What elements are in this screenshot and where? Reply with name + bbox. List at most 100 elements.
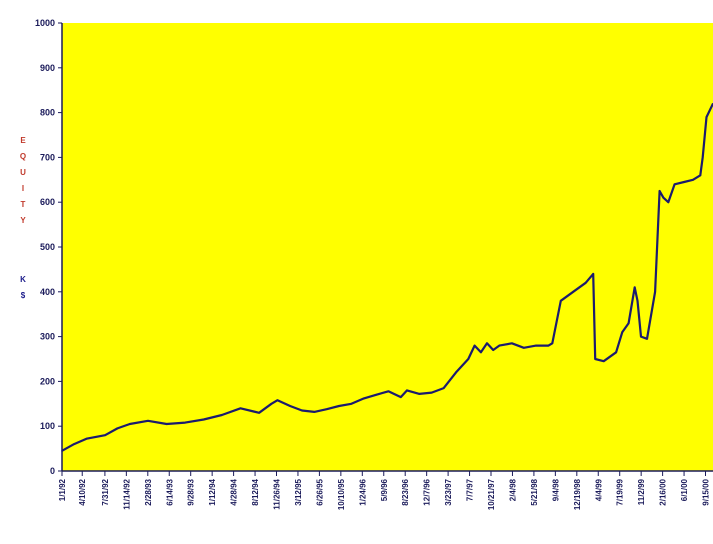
y-tick-label: 500 (40, 242, 55, 252)
data-point (547, 344, 550, 347)
data-point (387, 390, 390, 393)
data-point (633, 286, 636, 289)
data-point (692, 179, 694, 181)
data-point (258, 411, 260, 414)
data-point (301, 409, 303, 412)
data-point (592, 273, 595, 275)
data-point (699, 174, 702, 177)
y-axis-label-letter: U (20, 168, 26, 177)
x-tick-label: 8/12/94 (251, 478, 260, 505)
y-axis: 0 100 200 300 400 500 600 700 800 900 1000 (35, 18, 62, 476)
x-tick-label: 6/26/95 (315, 478, 324, 505)
x-tick-label: 12/7/96 (423, 478, 432, 505)
x-tick-label: 5/9/96 (380, 478, 389, 501)
data-point (480, 351, 482, 354)
data-point (673, 183, 676, 186)
series-group (61, 102, 713, 452)
data-point (572, 291, 574, 293)
data-point (455, 371, 457, 374)
data-point (289, 405, 291, 407)
x-tick-label: 5/21/98 (530, 478, 539, 505)
x-tick-label: 10/21/97 (487, 478, 496, 510)
data-point (667, 201, 670, 203)
y-tick-label: 800 (40, 108, 55, 118)
y-tick-label: 300 (40, 332, 55, 342)
data-point (313, 411, 316, 413)
x-tick-label: 7/31/92 (101, 478, 110, 505)
y-tick-label: 1000 (35, 18, 55, 28)
data-point (184, 421, 187, 424)
x-tick-label: 1/1/92 (58, 478, 67, 501)
x-tick-label: 9/4/98 (551, 478, 560, 501)
data-point (418, 393, 421, 395)
x-tick-label: 4/4/99 (594, 478, 603, 501)
x-tick-label: 2/16/00 (659, 478, 668, 505)
data-point (73, 443, 75, 445)
data-point (221, 414, 223, 416)
x-axis: 1/1/92 4/10/92 7/31/92 11/14/92 2/28/93 6/14/… (58, 471, 711, 510)
data-point (701, 156, 704, 159)
data-point (406, 389, 408, 392)
data-point (442, 387, 445, 389)
data-point (522, 347, 525, 349)
data-point (584, 282, 587, 284)
x-tick-label: 1/24/96 (358, 478, 367, 505)
x-tick-label: 8/23/96 (401, 478, 410, 505)
y-tick-label: 900 (40, 63, 55, 73)
x-tick-label: 10/10/95 (337, 478, 346, 510)
data-point (602, 360, 605, 363)
x-tick-label: 9/15/00 (702, 478, 711, 505)
data-point (486, 342, 488, 345)
data-point (430, 391, 433, 394)
data-point (498, 344, 501, 347)
data-point (467, 358, 470, 360)
x-tick-label: 11/14/92 (122, 478, 131, 509)
x-tick-label: 9/28/93 (187, 478, 196, 505)
data-point (325, 408, 328, 410)
y-axis-label-letter: K (20, 275, 26, 284)
x-tick-label: 6/1/00 (680, 478, 689, 501)
y-tick-label: 200 (40, 376, 55, 386)
y-axis-label-letter: $ (21, 291, 26, 300)
data-point (640, 335, 642, 338)
data-point (276, 399, 279, 402)
x-tick-label: 7/7/97 (466, 478, 475, 501)
data-point (705, 116, 708, 118)
data-point (654, 291, 656, 293)
y-tick-label: 0 (50, 466, 55, 476)
x-tick-label: 11/26/94 (273, 478, 282, 509)
y-tick-label: 600 (40, 197, 55, 207)
x-tick-label: 2/28/93 (144, 478, 153, 505)
data-point (511, 342, 513, 345)
x-tick-label: 6/14/93 (165, 478, 174, 505)
data-point (636, 299, 639, 302)
data-point (473, 344, 476, 347)
data-point (627, 322, 630, 324)
x-tick-label: 3/23/97 (444, 478, 453, 505)
plot-area (62, 23, 713, 471)
data-point (646, 338, 648, 340)
data-point (621, 331, 624, 333)
data-point (338, 405, 340, 407)
data-point (594, 358, 597, 360)
data-point (61, 450, 63, 452)
data-point (104, 434, 106, 436)
data-point (551, 342, 554, 345)
data-point (363, 397, 365, 400)
data-point (270, 403, 273, 405)
x-tick-label: 1/12/94 (208, 478, 217, 505)
data-point (615, 351, 617, 354)
x-tick-label: 7/19/99 (616, 478, 625, 505)
data-point (128, 423, 131, 425)
data-point (116, 427, 119, 430)
data-point (375, 394, 377, 396)
data-point (535, 344, 537, 347)
y-tick-label: 100 (40, 421, 55, 431)
y-axis-label-letter: E (20, 136, 26, 145)
x-tick-label: 11/2/99 (637, 478, 646, 505)
y-tick-label: 400 (40, 287, 55, 297)
y-axis-label-letter: Y (20, 216, 26, 225)
x-tick-label: 12/19/98 (573, 478, 582, 510)
data-point (492, 349, 495, 351)
